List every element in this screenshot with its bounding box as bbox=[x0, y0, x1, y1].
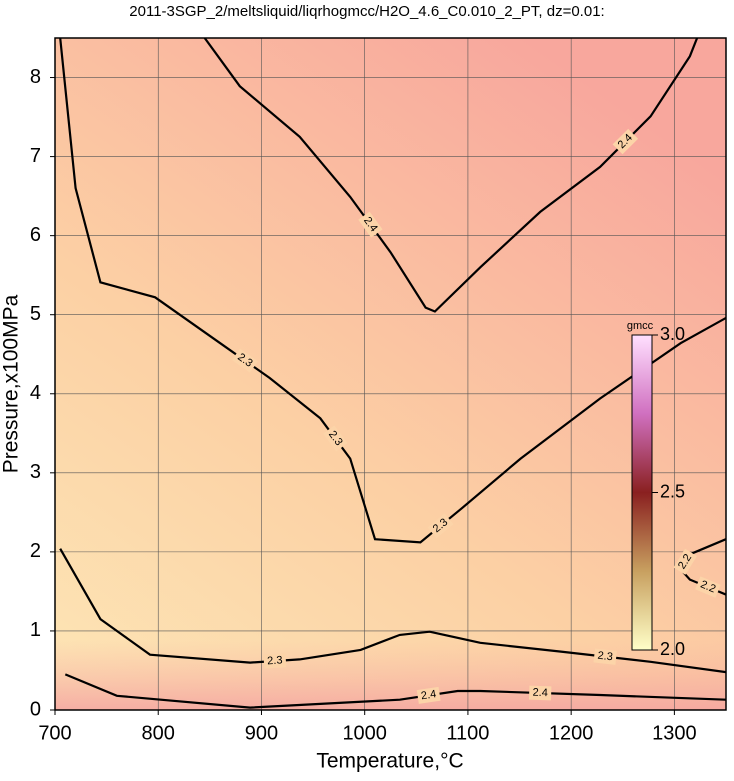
contour-line bbox=[59, 38, 726, 544]
x-tick-label: 700 bbox=[38, 722, 71, 744]
contour-label: 2.3 bbox=[597, 650, 614, 664]
contour-label-bg bbox=[673, 548, 697, 575]
contour-label-bg bbox=[593, 648, 617, 665]
colorbar-tick-label: 2.5 bbox=[660, 481, 685, 501]
colorbar-label: gmcc bbox=[627, 320, 654, 332]
y-tick-label: 1 bbox=[30, 619, 41, 641]
x-tick-label: 1300 bbox=[652, 722, 697, 744]
x-axis-label: Temperature,°C bbox=[316, 750, 463, 773]
contour-label-bg bbox=[612, 128, 639, 155]
contour-label-bg bbox=[528, 685, 552, 701]
y-tick-label: 7 bbox=[30, 145, 41, 167]
contour-label: 2.3 bbox=[267, 654, 283, 667]
x-tick-label: 800 bbox=[142, 722, 175, 744]
y-tick-label: 5 bbox=[30, 303, 41, 325]
contour-label-bg bbox=[323, 425, 348, 452]
chart-title: 2011-3SGP_2/meltsliquid/liqrhogmcc/H2O_4… bbox=[129, 3, 604, 20]
colorbar bbox=[631, 334, 653, 651]
y-tick-label: 2 bbox=[30, 540, 41, 562]
contour-line bbox=[59, 548, 726, 674]
plot-frame bbox=[54, 37, 727, 711]
contour-label-bg bbox=[427, 513, 454, 539]
x-tick-label: 1200 bbox=[549, 722, 594, 744]
contour-line bbox=[203, 38, 699, 313]
contour-label: 2.2 bbox=[699, 579, 718, 596]
y-tick-label: 4 bbox=[30, 382, 41, 404]
y-axis-label: Pressure,x100MPa bbox=[0, 294, 23, 473]
contour-label: 2.4 bbox=[420, 688, 437, 702]
y-tick-label: 3 bbox=[30, 461, 41, 483]
y-tick-label: 6 bbox=[30, 224, 41, 246]
y-tick-label: 0 bbox=[30, 698, 41, 720]
contour-label-bg bbox=[416, 686, 441, 704]
x-tick-label: 900 bbox=[245, 722, 278, 744]
colorbar-tick-label: 3.0 bbox=[660, 324, 685, 344]
contour-label-bg bbox=[358, 211, 383, 238]
contour-label-bg bbox=[695, 576, 721, 598]
x-tick-label: 1000 bbox=[342, 722, 387, 744]
x-tick-label: 1100 bbox=[446, 722, 489, 744]
y-tick-label: 8 bbox=[30, 66, 41, 88]
contour-label-bg bbox=[231, 348, 258, 373]
contour-label: 2.4 bbox=[532, 687, 548, 699]
colorbar-tick-label: 2.0 bbox=[660, 639, 685, 659]
plot-background bbox=[55, 38, 726, 710]
contour-label-bg bbox=[263, 653, 287, 669]
